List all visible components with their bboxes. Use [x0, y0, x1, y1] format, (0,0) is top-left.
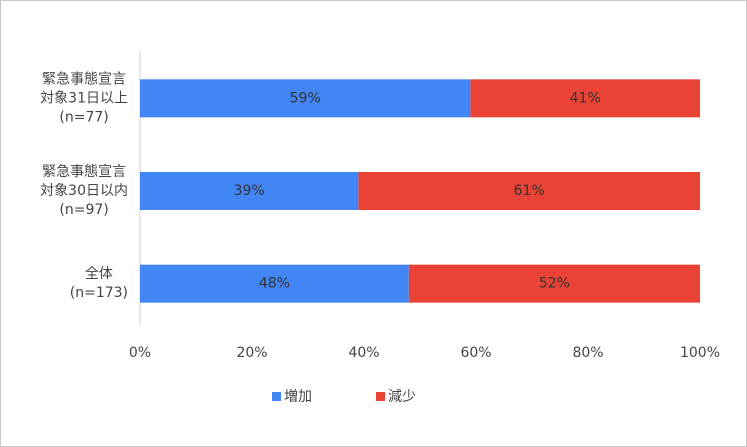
value-label: 39% — [234, 183, 265, 199]
value-label: 48% — [259, 276, 290, 292]
x-tick-label: 100% — [680, 345, 720, 361]
bar-segment — [140, 172, 359, 210]
y-tick-label: 緊急事態宣言 — [42, 71, 126, 87]
y-tick-label: 対象31日以上 — [40, 90, 128, 106]
bar-segment — [470, 79, 700, 118]
x-tick-label: 0% — [129, 345, 151, 361]
value-label: 52% — [539, 276, 570, 292]
x-tick-label: 60% — [460, 345, 491, 361]
legend-label: 減少 — [388, 388, 416, 405]
y-tick-label: 緊急事態宣言 — [42, 164, 126, 180]
bar-segment — [358, 172, 700, 210]
legend-label: 増加 — [284, 389, 312, 405]
y-tick-label: 全体 — [85, 265, 113, 282]
y-tick-label: (n=173) — [70, 285, 128, 301]
y-tick-label: (n=77) — [59, 109, 108, 125]
x-tick-label: 20% — [236, 345, 267, 361]
x-tick-label: 40% — [348, 345, 379, 361]
bar-segment — [140, 264, 409, 303]
value-label: 59% — [290, 90, 321, 106]
value-label: 61% — [514, 183, 545, 199]
bar-segment — [408, 264, 700, 303]
bar-segment — [140, 79, 471, 118]
legend-swatch — [376, 392, 385, 401]
y-tick-label: (n=97) — [59, 202, 108, 218]
y-tick-label: 対象30日以内 — [40, 183, 128, 199]
legend-swatch — [272, 392, 281, 401]
x-tick-label: 80% — [572, 345, 603, 361]
value-label: 41% — [570, 90, 601, 106]
